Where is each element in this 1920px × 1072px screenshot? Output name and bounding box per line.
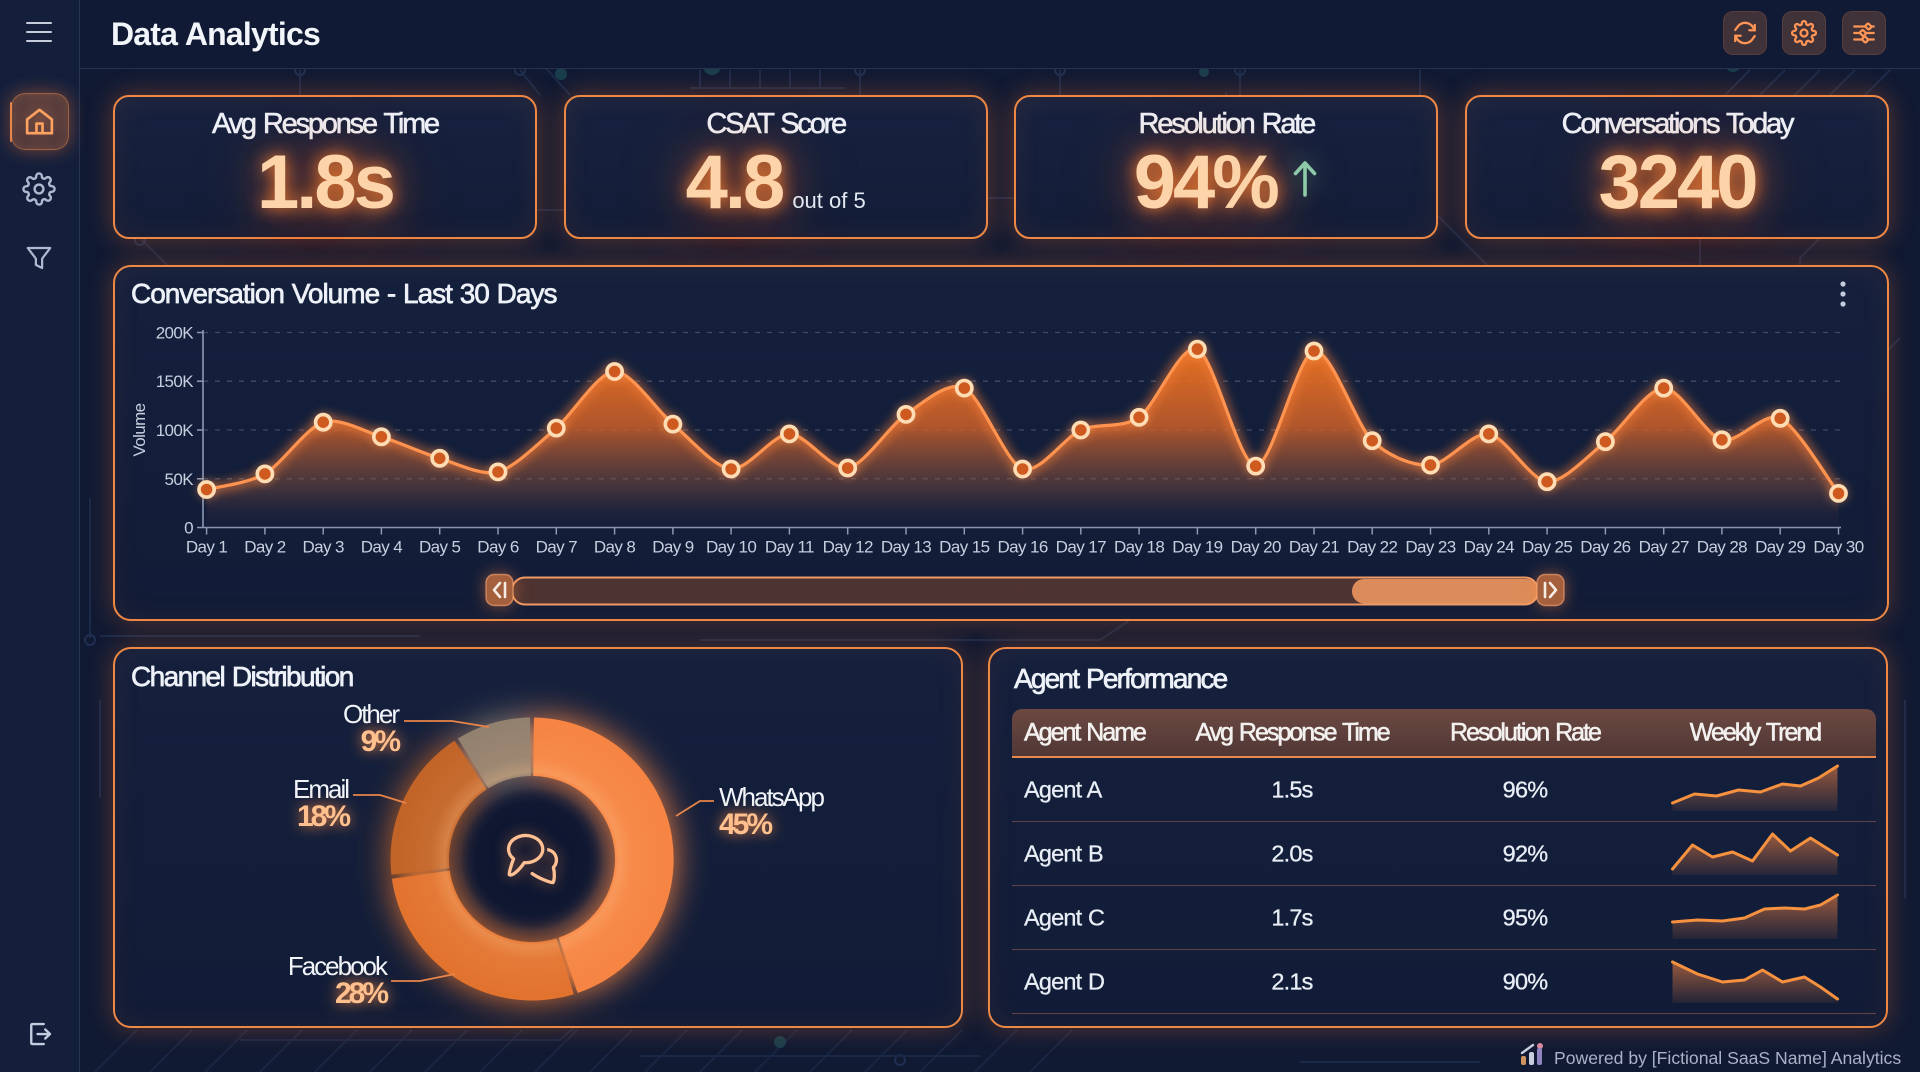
svg-text:100K: 100K	[156, 421, 195, 440]
svg-text:Day 16: Day 16	[997, 538, 1047, 557]
svg-text:Day 23: Day 23	[1405, 538, 1455, 557]
svg-text:Day 10: Day 10	[706, 538, 756, 557]
svg-text:Day 12: Day 12	[823, 538, 873, 557]
svg-text:Day 19: Day 19	[1172, 538, 1222, 557]
svg-text:Day 1: Day 1	[186, 538, 228, 557]
svg-text:Day 6: Day 6	[477, 538, 519, 557]
svg-text:Day 13: Day 13	[881, 538, 931, 557]
svg-text:Day 20: Day 20	[1231, 538, 1281, 557]
svg-text:Day 24: Day 24	[1464, 538, 1514, 557]
svg-text:Volume: Volume	[130, 403, 149, 456]
svg-text:9%: 9%	[361, 725, 401, 758]
svg-text:18%: 18%	[297, 800, 350, 833]
svg-text:150K: 150K	[156, 372, 195, 391]
svg-text:Day 29: Day 29	[1755, 538, 1805, 557]
svg-text:Day 25: Day 25	[1522, 538, 1572, 557]
svg-text:50K: 50K	[165, 470, 195, 489]
svg-text:Day 18: Day 18	[1114, 538, 1164, 557]
svg-text:Day 11: Day 11	[765, 538, 814, 557]
svg-text:Day 4: Day 4	[361, 538, 403, 557]
svg-text:Other: Other	[343, 699, 400, 729]
svg-text:Day 9: Day 9	[652, 538, 694, 557]
svg-text:Day 21: Day 21	[1289, 538, 1339, 557]
svg-text:Day 17: Day 17	[1056, 538, 1106, 557]
svg-text:Day 15: Day 15	[939, 538, 989, 557]
svg-text:Day 7: Day 7	[536, 538, 578, 557]
svg-text:Day 3: Day 3	[302, 538, 344, 557]
svg-text:0: 0	[184, 519, 193, 538]
svg-text:Day 5: Day 5	[419, 538, 461, 557]
svg-text:Facebook: Facebook	[288, 951, 389, 981]
svg-text:Day 28: Day 28	[1697, 538, 1747, 557]
svg-text:WhatsApp: WhatsApp	[719, 782, 824, 812]
svg-text:45%: 45%	[719, 808, 772, 841]
svg-text:Day 2: Day 2	[244, 538, 286, 557]
svg-text:Day 26: Day 26	[1580, 538, 1630, 557]
svg-text:Day 8: Day 8	[594, 538, 636, 557]
svg-text:Day 22: Day 22	[1347, 538, 1397, 557]
svg-text:200K: 200K	[156, 324, 195, 343]
svg-text:Day 27: Day 27	[1639, 538, 1689, 557]
svg-text:28%: 28%	[335, 977, 388, 1010]
svg-text:Email: Email	[293, 774, 349, 804]
svg-text:Day 30: Day 30	[1813, 538, 1863, 557]
